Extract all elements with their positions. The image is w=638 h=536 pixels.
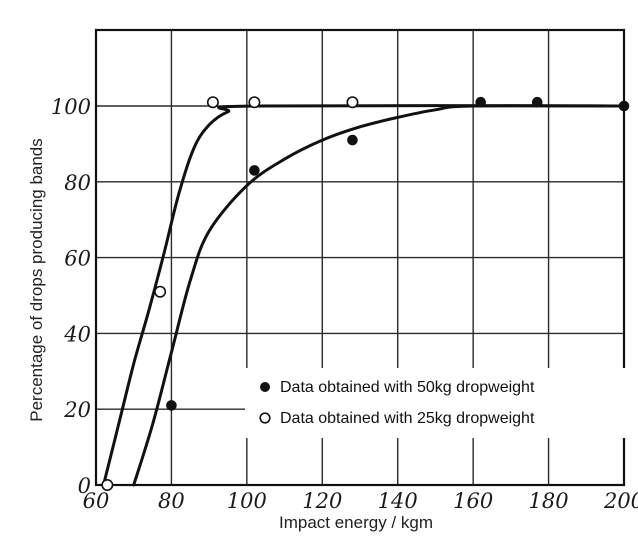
legend-label-1: Data obtained with 50kg dropweight (280, 379, 535, 396)
y-tick-label-60: 60 (64, 247, 91, 271)
plot-border (94, 28, 626, 487)
fit-curve-2 (102, 104, 626, 487)
point-series1-4 (475, 96, 486, 108)
legend-marker-1 (260, 382, 270, 392)
point-series1-5 (531, 96, 543, 108)
x-tick-label-180: 180 (529, 489, 569, 513)
legend-marker-2 (259, 412, 271, 424)
plot-frame (94, 28, 626, 487)
fit-curve-1 (132, 104, 626, 487)
point-series1-2 (249, 165, 260, 176)
legend-box (245, 368, 628, 438)
x-tick-label-60: 60 (83, 489, 110, 513)
y-axis-title: Percentage of drops producing bands (27, 138, 46, 422)
legend-label-2: Data obtained with 25kg dropweight (280, 410, 535, 427)
x-tick-labels: 60 80 100 120 140 160 180 200 (83, 489, 638, 513)
point-series1-3 (347, 134, 358, 146)
point-series1-6 (618, 100, 630, 112)
x-tick-label-160: 160 (453, 489, 493, 513)
x-tick-label-140: 140 (378, 489, 418, 513)
point-series1-1 (166, 400, 177, 411)
y-tick-label-40: 40 (63, 322, 91, 346)
y-tick-label-80: 80 (64, 171, 91, 195)
fit-curves (102, 104, 626, 487)
data-points (101, 96, 630, 491)
x-axis-title-box (205, 510, 480, 534)
x-tick-label-120: 120 (302, 489, 342, 513)
point-series2-5 (346, 96, 359, 109)
x-tick-label-200: 200 (603, 489, 638, 513)
point-series2-1 (101, 478, 114, 491)
point-series2-2 (154, 285, 167, 298)
x-tick-label-100: 100 (227, 489, 267, 513)
point-series2-4 (248, 96, 261, 109)
y-tick-label-0: 0 (78, 474, 91, 498)
y-tick-label-20: 20 (63, 398, 91, 422)
point-series2-3 (206, 96, 219, 109)
legend: Data obtained with 50kg dropweight Data o… (245, 368, 628, 438)
x-axis-title: Impact energy / kgm (279, 513, 433, 532)
y-tick-labels: 0 20 40 60 80 100 (51, 95, 91, 498)
x-tick-label-80: 80 (158, 489, 185, 513)
y-tick-label-100: 100 (51, 95, 91, 119)
